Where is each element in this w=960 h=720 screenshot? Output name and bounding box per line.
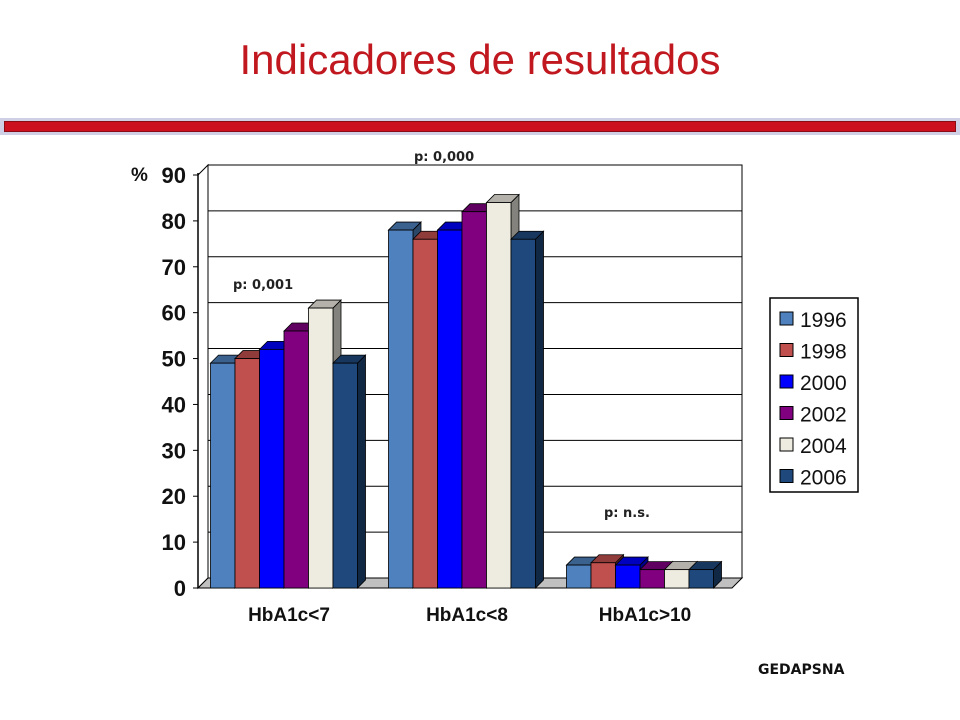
- slide-title: Indicadores de resultados: [239, 36, 721, 83]
- annotation-p-hba1c8: p: 0,000: [414, 150, 475, 165]
- y-axis-label: %: [131, 165, 148, 186]
- bar-2002-HbA1c<8: [461, 211, 487, 589]
- bar-2000-HbA1c<8: [437, 229, 463, 589]
- legend-swatch-2004: [779, 437, 794, 452]
- legend-swatch-1996: [779, 311, 794, 326]
- plot-side-wall: [197, 163, 209, 590]
- legend-label-1998: 1998: [800, 341, 847, 364]
- bar-2000-HbA1c>10: [615, 564, 641, 589]
- title-divider-bar: [0, 118, 960, 135]
- y-tick-label: 70: [162, 255, 186, 280]
- legend-swatch-2000: [779, 374, 794, 389]
- annotation-p-hba1c10: p: n.s.: [604, 506, 650, 521]
- bar-2004-HbA1c<8: [486, 202, 512, 589]
- y-tick-label: 60: [162, 301, 186, 326]
- y-tick-label: 80: [162, 209, 186, 234]
- legend-label-2002: 2002: [800, 404, 847, 427]
- legend-label-2000: 2000: [800, 372, 847, 395]
- annotation-p-hba1c7: p: 0,001: [233, 278, 294, 293]
- bar-2000-HbA1c<7: [259, 348, 285, 589]
- x-category-label: HbA1c>10: [599, 605, 691, 626]
- legend-box: [769, 297, 859, 493]
- y-tick-label: 40: [162, 392, 186, 417]
- x-category-label: HbA1c<7: [248, 605, 330, 626]
- bar-2004-HbA1c<7: [308, 307, 334, 589]
- footer-source-label: GEDAPSNA: [758, 662, 845, 678]
- bar-1996-HbA1c>10: [566, 564, 592, 589]
- legend-label-1996: 1996: [800, 309, 847, 332]
- legend-swatch-1998: [779, 343, 794, 357]
- bar-2006-HbA1c<8: [510, 238, 536, 589]
- x-category-label: HbA1c<8: [426, 605, 508, 626]
- bar-side-2006-HbA1c<7: [357, 354, 366, 589]
- y-tick-label: 30: [162, 438, 186, 463]
- bar-2006-HbA1c>10: [688, 569, 714, 589]
- y-tick-label: 50: [162, 347, 186, 372]
- y-tick-label: 90: [162, 163, 186, 188]
- bar-2006-HbA1c<7: [332, 362, 358, 589]
- bar-2002-HbA1c>10: [639, 569, 665, 589]
- legend-label-2004: 2004: [800, 435, 847, 458]
- legend-swatch-2006: [779, 469, 794, 483]
- bar-1998-HbA1c<7: [234, 358, 260, 589]
- y-tick-label: 10: [162, 530, 186, 555]
- y-tick-label: 20: [162, 484, 186, 509]
- bar-1996-HbA1c<8: [388, 229, 414, 589]
- y-tick-label: 0: [174, 576, 186, 601]
- bar-1996-HbA1c<7: [210, 362, 236, 589]
- bar-1998-HbA1c<8: [412, 238, 438, 589]
- title-divider-red-stripe: [4, 121, 956, 132]
- bar-side-2006-HbA1c<8: [535, 230, 544, 589]
- legend-label-2006: 2006: [800, 467, 847, 490]
- bar-2002-HbA1c<7: [283, 330, 309, 589]
- bar-2004-HbA1c>10: [664, 569, 690, 589]
- legend-swatch-2002: [779, 406, 794, 420]
- bar-1998-HbA1c>10: [590, 562, 616, 589]
